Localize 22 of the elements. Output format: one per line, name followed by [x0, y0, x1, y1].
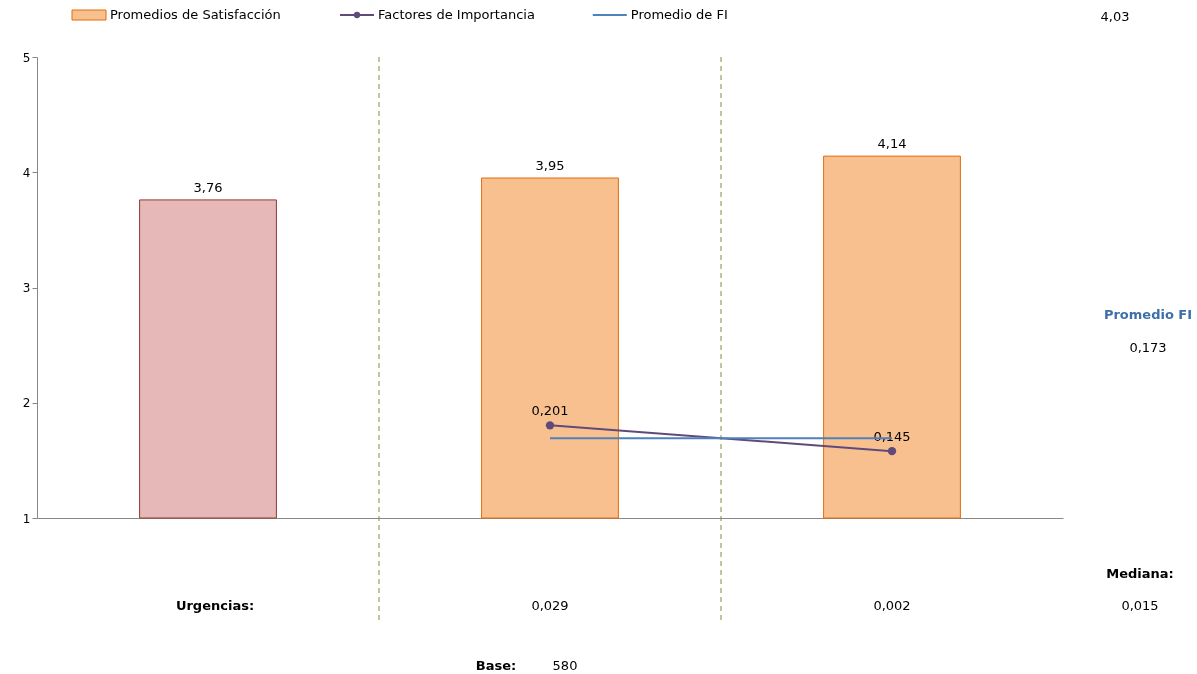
data-label: 0,201	[531, 403, 569, 419]
y-tick-label: 1	[22, 511, 31, 526]
text: 4,03	[1100, 9, 1130, 24]
text: 580	[552, 658, 578, 673]
legend-label: Promedio de FI	[630, 7, 728, 22]
text: 0,029	[531, 598, 569, 613]
text: 0,173	[1129, 340, 1167, 355]
data-label: 3,76	[193, 179, 223, 195]
text: Urgencias:	[175, 598, 255, 613]
text: Mediana:	[1106, 566, 1174, 581]
text: 0,002	[873, 598, 911, 613]
text: Base:	[475, 658, 517, 673]
y-tick-label: 2	[22, 396, 31, 411]
text: Promedio FI	[1103, 307, 1193, 322]
y-tick-label: 5	[22, 50, 31, 65]
data-label: 3,95	[535, 158, 565, 174]
text: 0,015	[1121, 598, 1159, 613]
y-tick-label: 3	[22, 281, 31, 295]
legend-label: Promedios de Satisfacción	[110, 7, 281, 22]
data-label: 4,14	[877, 136, 907, 152]
y-tick-label: 4	[22, 165, 31, 180]
legend-label: Factores de Importancia	[378, 7, 535, 22]
